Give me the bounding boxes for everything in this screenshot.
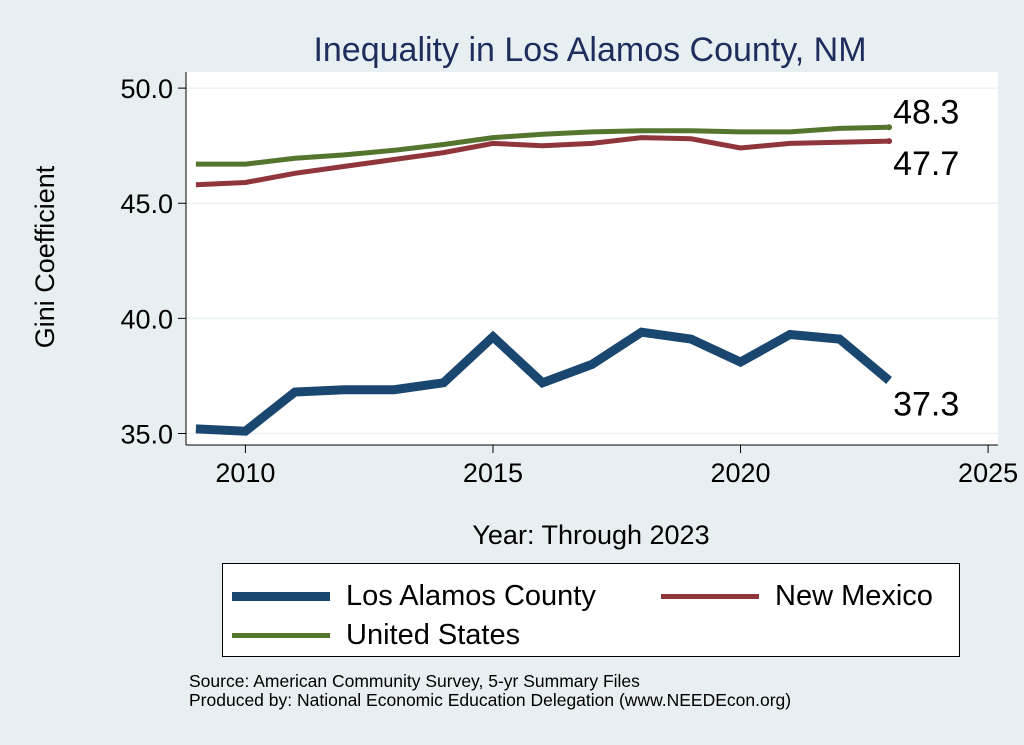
y-tick-label: 40.0 [120, 304, 173, 334]
series-line-new-mexico [195, 135, 890, 188]
legend-swatch-los-alamos [232, 592, 330, 601]
x-tick-label: 2025 [958, 458, 1018, 488]
x-tick-label: 2015 [463, 458, 523, 488]
produced-by-line: Produced by: National Economic Education… [189, 690, 792, 710]
legend-item-united-states: United States [232, 619, 520, 652]
x-axis-title: Year: Through 2023 [472, 520, 709, 550]
y-tick-label: 45.0 [120, 189, 173, 219]
legend-label-los-alamos: Los Alamos County [346, 580, 596, 612]
y-axis-title: Gini Coefficient [30, 165, 60, 348]
legend-swatch-united-states [232, 633, 330, 638]
end-label-united-states: 48.3 [893, 93, 959, 131]
series-line-los-alamos-county [195, 327, 892, 436]
x-tick-label: 2010 [215, 458, 275, 488]
end-marker-united-states [886, 124, 893, 131]
legend-swatch-new-mexico [661, 594, 759, 599]
legend-label-united-states: United States [346, 619, 521, 651]
series-line-united-states [195, 124, 890, 167]
legend-item-new-mexico: New Mexico [661, 580, 933, 613]
end-marker-new-mexico [886, 138, 893, 145]
end-label-los-alamos-county: 37.3 [893, 386, 959, 424]
y-tick-label: 35.0 [120, 419, 173, 449]
legend-label-new-mexico: New Mexico [775, 580, 933, 612]
source-line: Source: American Community Survey, 5-yr … [189, 671, 640, 691]
legend-item-los-alamos: Los Alamos County [232, 580, 596, 613]
x-tick-label: 2020 [710, 458, 770, 488]
y-tick-label: 50.0 [120, 74, 173, 104]
end-label-new-mexico: 47.7 [893, 145, 959, 183]
chart-title: Inequality in Los Alamos County, NM [313, 31, 866, 69]
legend: Los Alamos County New Mexico United Stat… [222, 563, 960, 657]
source-note: Source: American Community Survey, 5-yr … [189, 672, 791, 710]
